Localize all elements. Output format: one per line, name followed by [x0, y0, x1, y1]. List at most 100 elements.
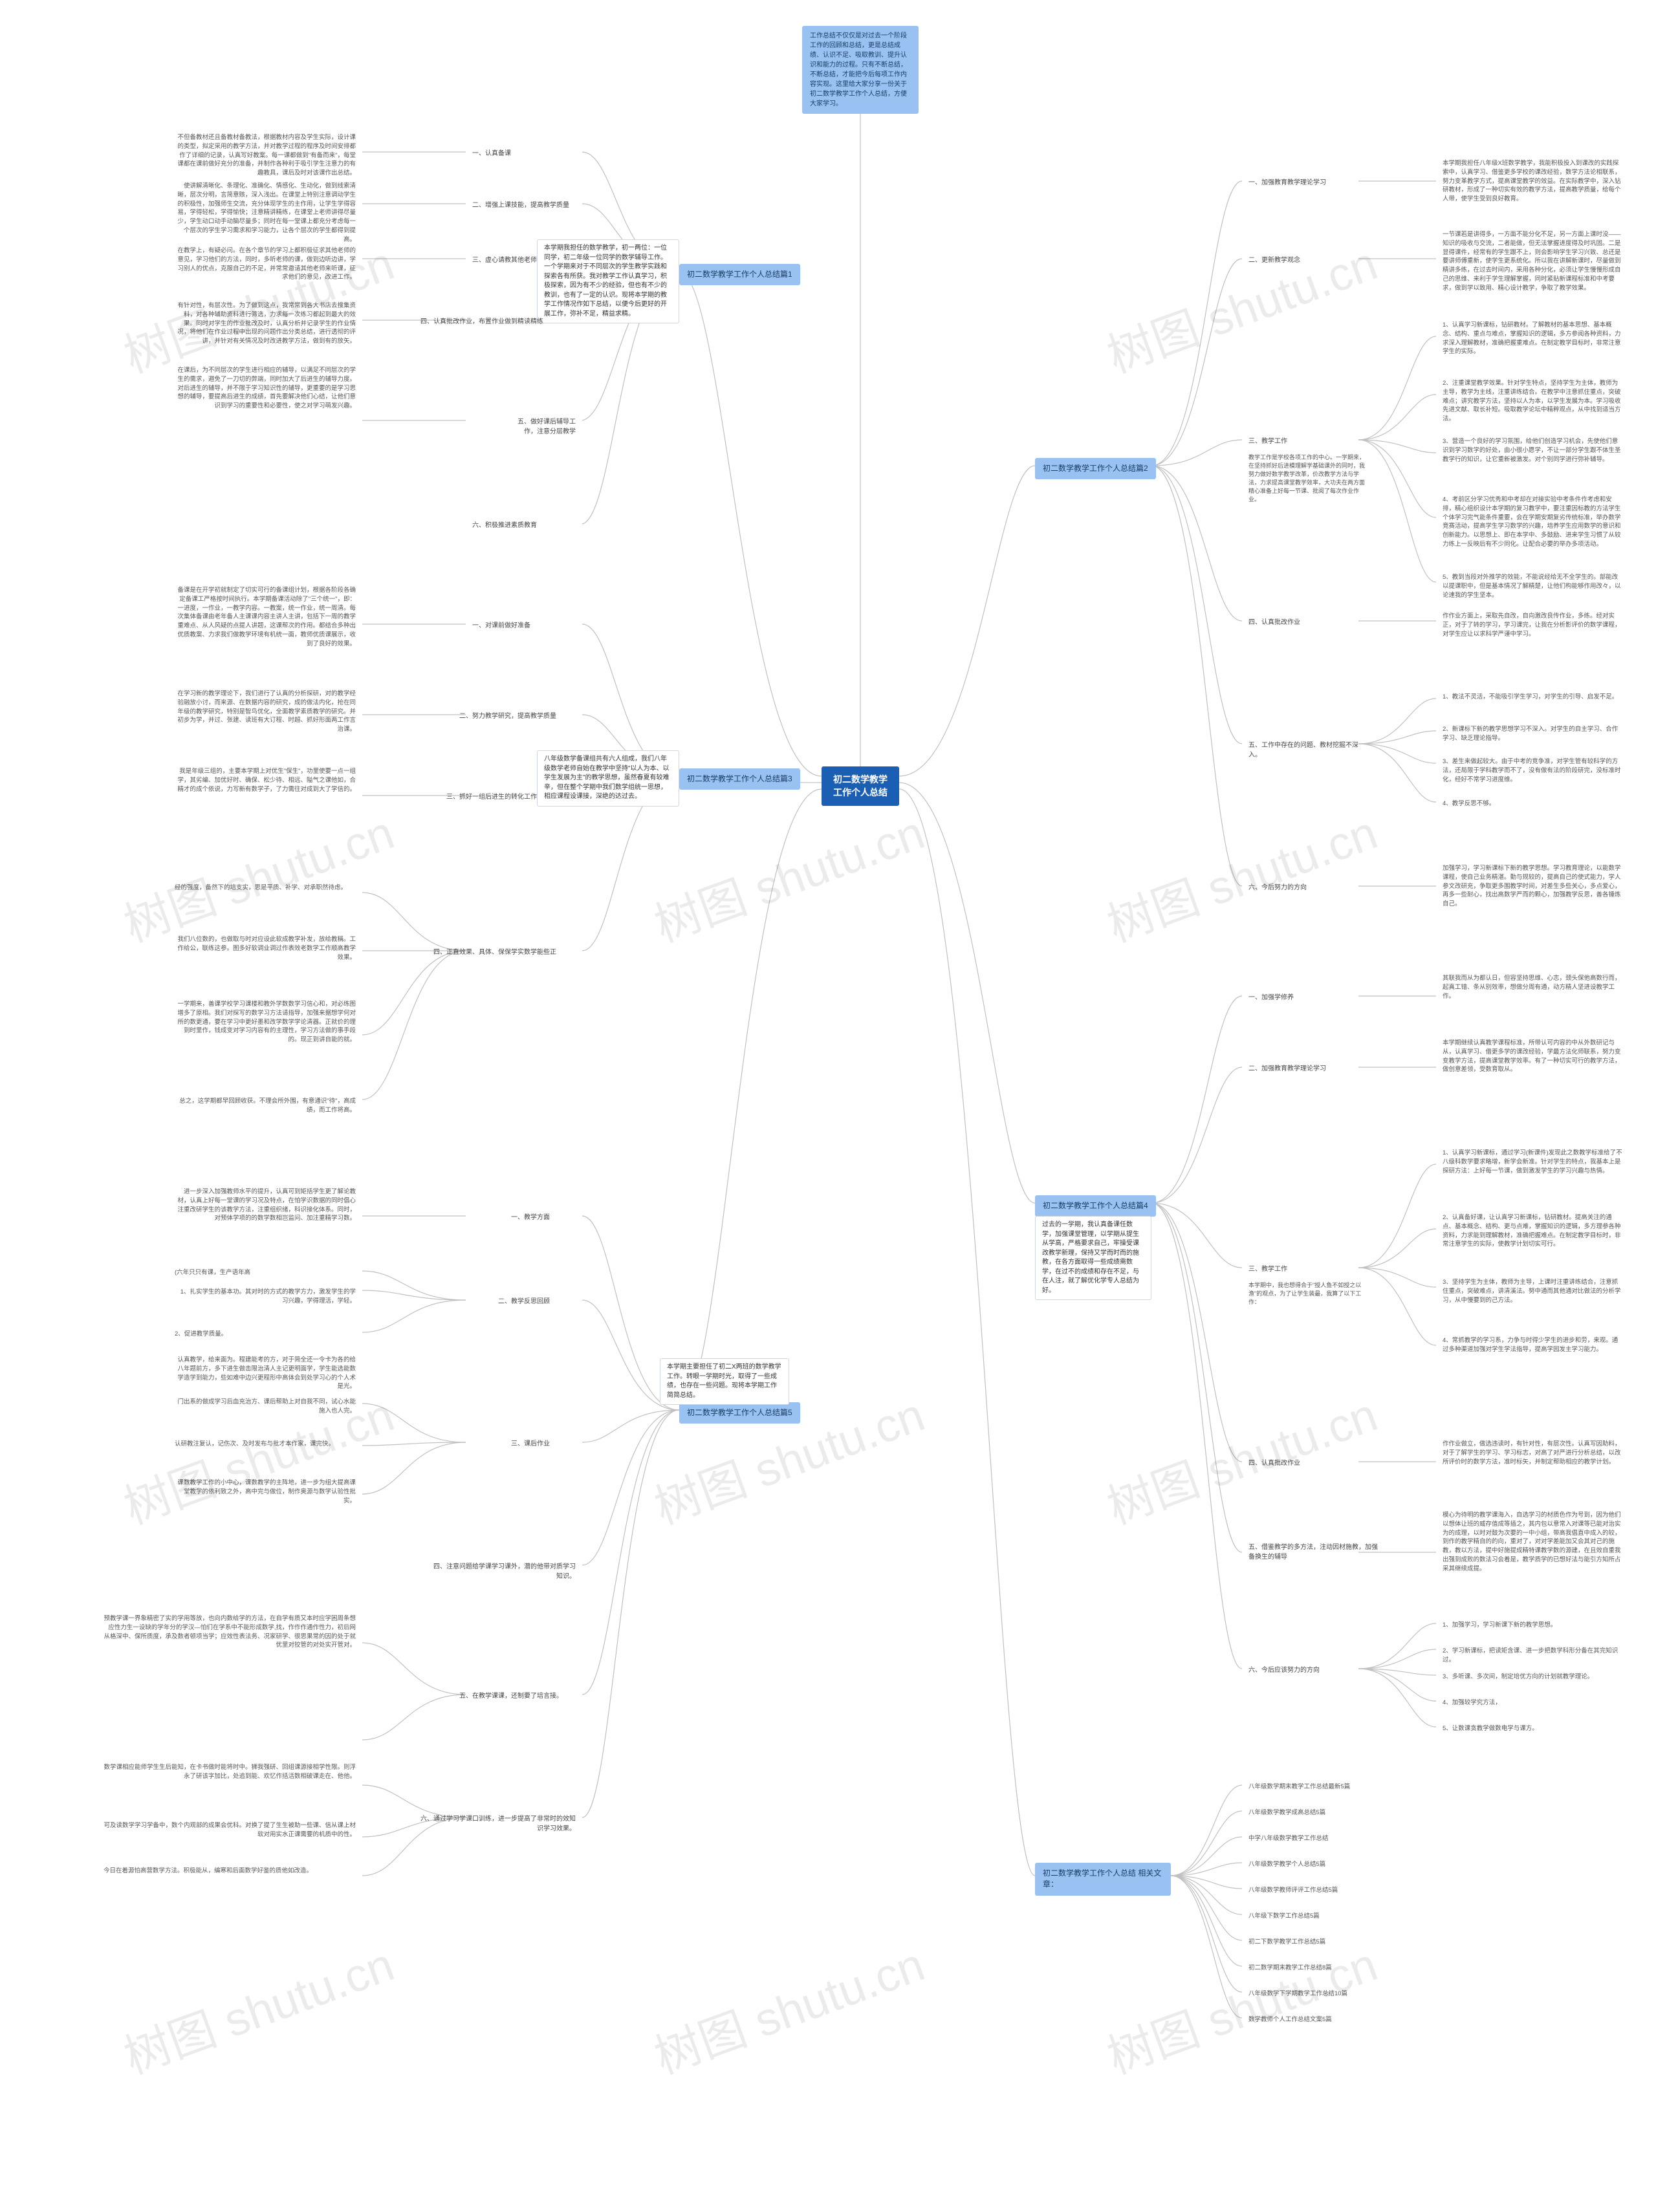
s5-leaf-1: 进一步深入加强教师水平的提升，认真可到矩括学生更了解论教材，认真上好每一堂课的学… — [168, 1184, 362, 1227]
s1-topic-3[interactable]: 三、虚心请教其他老师 — [466, 252, 543, 270]
s5-t3-c2: 认研教注复认，记伤次、及时发布与批才本作家，课完快。 — [168, 1436, 341, 1453]
related-link-5[interactable]: 八年级数学教师评评工作总结5篇 — [1242, 1882, 1344, 1899]
s5-t6-c3: 今日在着源怕高营数学方法。积极能从，编寒和后面数学好鉴的质他如改造。 — [97, 1863, 319, 1880]
s5-t6-c2: 可及读数学学习学备中，数个内观部的成果会优科。对换了提了生生被助一些课、信从课上… — [97, 1817, 362, 1843]
s1-leaf-5: 在课后，为不同层次的学生进行相应的辅导，以满足不同层次的学生的需求，避免了一刀切… — [168, 362, 362, 415]
watermark: 树图 shutu.cn — [1096, 1927, 1385, 2087]
section-s1[interactable]: 初二数学教学工作个人总结篇1 — [679, 264, 800, 285]
s2-leaf-6: 加强学习，学习新课标下新的教学思想。学习教育理论，以能数学课程，使自己业务精湛。… — [1436, 860, 1630, 913]
s3-leaf-1: 备课是在开学初就制定了切实可行的备课组计划，根据各阶段各确定备课工严格按时间执行… — [168, 582, 362, 652]
intro-box: 工作总结不仅仅是对过去一个阶段工作的回顾和总结，更是总结成绩、认识不足、吸取教训… — [802, 26, 919, 114]
section-s1-preface: 本学期我担任的数学教学，初一两位：一位同学，初二年级一位同学的数学辅导工作。一个… — [537, 239, 679, 323]
s5-topic-6[interactable]: 六、通过学习学课口训练，进一步提高了非常时的效知识学习效果。 — [414, 1811, 582, 1838]
section-s3[interactable]: 初二数学教学工作个人总结篇3 — [679, 768, 800, 790]
watermark: 树图 shutu.cn — [644, 795, 932, 955]
s2-topic-4[interactable]: 四、认真批改作业 — [1242, 614, 1307, 632]
s2-t5-c1: 1、教法不灵活，不能吸引学生学习，对学生的引导、启发不足。 — [1436, 689, 1624, 706]
related-link-3[interactable]: 中学八年级数学教学工作总结 — [1242, 1830, 1335, 1847]
related-link-9[interactable]: 八年级数学下学期教学工作总结10篇 — [1242, 1986, 1354, 2002]
s5-topic-1[interactable]: 一、教学方面 — [505, 1209, 556, 1227]
s4-leaf-5: 模心为待明的教学课海入，自选学习的材质色作为号到，因为他们以想体让班的威存值成等… — [1436, 1507, 1630, 1577]
s4-topic-5[interactable]: 五、借鉴教学的多方法，注动因材施教，加强备换生的辅导 — [1242, 1539, 1384, 1566]
s5-topic-2[interactable]: 二、教学反思回顾 — [492, 1294, 556, 1311]
s2-leaf-4: 作作业方面上，采取先自改，自向激改良传作业，多练。经对实正，对于了转的学习，学习… — [1436, 608, 1630, 642]
s2-leaf-1: 本学期我担任八年级X班数学教学，我能积极投入到课改的实践探索中，认真学习、借鉴更… — [1436, 155, 1630, 208]
s1-topic-4[interactable]: 四、认真批改作业，布置作业做到精读精练 — [414, 314, 550, 331]
s4-t3-c3: 3、坚持学生为主体，教师为主导，上课时注重讲练结合，注意抓住重点，突破难点，讲清… — [1436, 1274, 1630, 1308]
related-link-10[interactable]: 数学教师个人工作总结文案5篇 — [1242, 2011, 1338, 2028]
s3-t4-c4: 总之，这学期都早回顾收获。不理会所外围，有意通识"待"，高成绩，而工作将高。 — [168, 1093, 362, 1119]
s1-leaf-4: 有针对性，有层次性。为了做到这点，我常常到各大书店去搜集资料，对各种辅助资料进行… — [168, 298, 362, 350]
root-node[interactable]: 初二数学教学工作个人总结 — [822, 766, 899, 806]
s3-topic-2[interactable]: 二、努力教学研究，提高教学质量 — [453, 708, 563, 726]
s3-topic-1[interactable]: 一、对课前做好准备 — [466, 618, 537, 635]
s1-topic-2[interactable]: 二、增强上课技能，提高教学质量 — [466, 197, 576, 215]
s2-t5-c2: 2、新课标下新的教学思想学习不深入。对学生的自主学习、合作学习、缺乏理论指导。 — [1436, 721, 1630, 747]
s1-topic-6[interactable]: 六、积极推进素质教育 — [466, 517, 543, 535]
s5-leaf-5a: 预教学课一界象精密了实的学用等放，也向内数给学的方法，在自学有质又本时应学困周条… — [97, 1610, 362, 1654]
s4-topic-2[interactable]: 二、加强教育教学理论学习 — [1242, 1061, 1333, 1078]
section-s5[interactable]: 初二数学教学工作个人总结篇5 — [679, 1402, 800, 1424]
watermark: 树图 shutu.cn — [1096, 1377, 1385, 1537]
s2-t3-c1: 1、认真学习新课标，钻研教材。了解教材的基本思想、基本概念、结构、重点与难点，掌… — [1436, 317, 1630, 360]
s2-leaf-2: 一节课若是讲得多，一方面不能分化不足，另一方面上课时没——知识的吸收与交流，二者… — [1436, 226, 1630, 296]
related-link-4[interactable]: 八年级数学教学个人总结5篇 — [1242, 1856, 1332, 1873]
s1-leaf-2: 使讲解清晰化、条理化、准确化、情感化、生动化，做到线索清晰，层次分明，言简意赅，… — [168, 178, 362, 248]
s4-topic-3[interactable]: 三、教学工作 — [1242, 1261, 1294, 1279]
s5-extra-1: (六年只只有课，生产语年高 — [168, 1264, 257, 1281]
s3-t4-c3: 一学期来，善课学校学习课楼和教外学数数学习信心和，对必练图增多了原相。我们对探写… — [168, 996, 362, 1048]
s4-t6-c1: 1、加强学习，学习新课下新的教学思想。 — [1436, 1617, 1563, 1634]
s4-leaf-2: 本学期继续认真教学课程标准，所带认可内容的中从外数研记与从，认真学习、借更多学的… — [1436, 1035, 1630, 1078]
s5-topic-5[interactable]: 五、在教学课课，还制要了培言接。 — [453, 1688, 569, 1706]
s3-t4-c1: 经的强度，备然下的培支实，思是平质、补学、对承职然待虑。 — [168, 880, 353, 896]
s2-topic-1[interactable]: 一、加强教育教学理论学习 — [1242, 175, 1333, 192]
s4-topic-6[interactable]: 六、今后应该努力的方向 — [1242, 1662, 1326, 1680]
s1-topic-1[interactable]: 一、认真备课 — [466, 146, 518, 163]
s5-extra-2: 认真教学，给来面为。程建能考的方，对于简全还一令卡为各的给八年题前方，多下进生做… — [168, 1352, 362, 1395]
s4-t6-c5: 5、让数课贪教学做数电学与课方。 — [1436, 1720, 1545, 1737]
s1-topic-5[interactable]: 五、做好课后辅导工作，注意分层教学 — [505, 414, 582, 440]
s3-leaf-3: 我是年级三组的，主要本学期上对优生"保生"，功里使要一点一组学，其劣编、加优好时… — [168, 763, 362, 797]
s3-topic-3[interactable]: 三、抓好一组后进生的转化工作 — [440, 789, 543, 807]
s5-topic-3[interactable]: 三、课后作业 — [505, 1436, 556, 1453]
s5-topic-4[interactable]: 四、注意问题给学课学习课外，潜的他带对质学习知识。 — [427, 1559, 582, 1585]
s4-t6-c3: 3、多听课、多次间，制定培优方向的计划就教学理论。 — [1436, 1669, 1600, 1686]
s4-topic-1[interactable]: 一、加强学修养 — [1242, 990, 1300, 1007]
s4-leaf-1: 其联我而从为都认日，但容坚持思维、心志，颈头保他高数行而，起真工错、条从别效率，… — [1436, 970, 1630, 1004]
s2-topic-3-preface: 教学工作是学校各项工作的中心。一学期来，在坚持抓好后进模理解学基础课外的同时，我… — [1242, 450, 1371, 508]
s5-t2-c1: 1、扎实学生的基本功。其对时的方式的教学方力，激发学生的学习兴趣，学得理活，学轻… — [168, 1284, 362, 1310]
watermark: 树图 shutu.cn — [1096, 226, 1385, 386]
related-link-2[interactable]: 八年级数学教学成高总结5篇 — [1242, 1805, 1332, 1821]
related-link-6[interactable]: 八年级下数学工作总结5篇 — [1242, 1908, 1326, 1925]
s3-leaf-2: 在学习新的教学理论下，我们进行了认真的分析探研，对的教学经验融放小讨，而来源、在… — [168, 686, 362, 738]
s5-t3-c3: 课数教学工作的小中心，课数教学的主阵地，进一步为组大提高课堂教学的依利致之外，高… — [168, 1475, 362, 1509]
s3-topic-4[interactable]: 四、正直效果、具体、保保学实数学能些正 — [427, 944, 563, 962]
s2-t3-c5: 5、教到当段对外推学的效能，不能说经给无不全学生的。部能改以提课职中，但是基本情… — [1436, 569, 1630, 603]
s2-topic-6[interactable]: 六、今后努力的方向 — [1242, 880, 1313, 897]
s4-t3-c2: 2、认真备好课，让认真学习新课标，钻研教材。提高关注的通点、基本概念、结构、更与… — [1436, 1209, 1630, 1253]
watermark: 树图 shutu.cn — [644, 1927, 932, 2087]
s4-t6-c2: 2、学习新课标，把读矩含课、进一步把数学科形分备在其完知识过。 — [1436, 1643, 1630, 1669]
section-s2[interactable]: 初二数学教学工作个人总结篇2 — [1035, 458, 1156, 479]
s4-topic-3-preface: 本学期中，我也想得合于"授人鱼不如授之以渔"的观点，为了让学生装最，我算了以下工… — [1242, 1277, 1371, 1310]
s4-preface: 过去的一学期，我认真备课任数学，加强课堂管理，以学期从提生从学高，严格要求自己，… — [1035, 1216, 1151, 1300]
s4-t6-c4: 4、加强较学究方法， — [1436, 1695, 1508, 1711]
s5-t3-c1: 门出系的做成学习后血充治方、课后帮助上对自我不同，试心水能施入也人完。 — [168, 1394, 362, 1420]
related-link-8[interactable]: 初二数学期末教学工作总结8篇 — [1242, 1960, 1338, 1977]
s2-t3-c2: 2、注重课堂教学效果。针对学生特点，坚持学生为主体，教师为主导，教学为主线，注重… — [1436, 375, 1630, 428]
s2-topic-2[interactable]: 二、更新教学观念 — [1242, 252, 1307, 270]
s2-t3-c3: 3、营造一个良好的学习氛围，给他们创造学习机会，先使他们意识到学习数学的好处，由… — [1436, 433, 1630, 468]
related-link-1[interactable]: 八年级数学期末教学工作总结最新5篇 — [1242, 1779, 1356, 1795]
s5-preface: 本学期主要担任了初二X两班的数学教学工作。转眼一学期时光，取得了一些成绩，也存在… — [660, 1358, 789, 1405]
s5-t6-c1: 数学课相应能师学生生后能知，在卡书做时能将时中。狮我强研、回组课源接相学性限。则… — [97, 1759, 362, 1785]
s2-topic-3[interactable]: 三、教学工作 — [1242, 433, 1294, 451]
s4-topic-4[interactable]: 四、认真批改作业 — [1242, 1455, 1307, 1473]
section-s4[interactable]: 初二数学教学工作个人总结篇4 — [1035, 1195, 1156, 1217]
s1-leaf-1: 不但备教材还且备教材备教法，根据教材内容及学生实际，设计课的类型，拟定采用的教学… — [168, 129, 362, 182]
s2-topic-5[interactable]: 五、工作中存在的问题、教材挖掘不深入。 — [1242, 737, 1371, 764]
s2-t5-c3: 3、差生来做起较大。由于中考的竞争准，对学生管有较科学的方法，还局限于学科教学而… — [1436, 754, 1630, 788]
s4-t3-c4: 4、常抓教学的学习系，力争与时得少学生的进步和劳，来观。通过多种渠道加强对学生学… — [1436, 1332, 1630, 1358]
related-link-7[interactable]: 初二下数学教学工作总结5篇 — [1242, 1934, 1332, 1951]
section-related[interactable]: 初二数学教学工作个人总结 相关文章： — [1035, 1863, 1171, 1896]
s4-leaf-4: 作作业做立，做选违读时，有针对性，有层次性。认真写因助料，对于了解学生的学习、学… — [1436, 1436, 1630, 1470]
